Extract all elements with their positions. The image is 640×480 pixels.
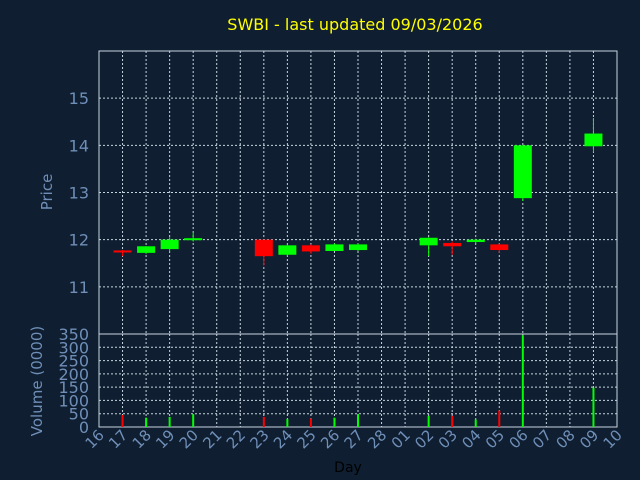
candle-body: [325, 244, 344, 251]
volume-tick-label: 300: [58, 338, 89, 357]
day-label: 03: [435, 426, 461, 452]
candle-body: [443, 242, 462, 247]
candle-body: [184, 238, 203, 241]
price-axis-label: Price: [38, 174, 56, 211]
day-label: 27: [341, 426, 367, 452]
volume-bars: [121, 335, 595, 427]
candle-body: [160, 239, 179, 250]
volume-bar: [168, 416, 171, 427]
day-label: 17: [105, 426, 131, 452]
volume-grid: [99, 334, 617, 427]
day-label: 19: [152, 426, 178, 452]
day-label: 04: [458, 426, 484, 452]
candle-body: [113, 250, 132, 253]
day-label: 06: [505, 426, 531, 452]
volume-tick-label: 50: [69, 405, 89, 424]
chart-title: SWBI - last updated 09/03/2026: [227, 15, 482, 34]
day-label: 24: [270, 426, 296, 452]
volume-tick-label: 0: [79, 418, 89, 437]
day-label: 26: [317, 426, 343, 452]
volume-bar: [121, 415, 124, 427]
day-label: 07: [529, 426, 555, 452]
volume-bar: [474, 419, 477, 427]
price-y-ticks: 11 12 13 14 15: [69, 89, 89, 297]
volume-bar: [592, 387, 595, 427]
volume-tick-label: 200: [58, 365, 89, 384]
day-label: 22: [223, 426, 249, 452]
volume-bar: [145, 417, 148, 427]
price-tick-label: 14: [69, 136, 89, 155]
volume-bar: [498, 410, 501, 427]
day-label: 23: [246, 426, 272, 452]
candle-body: [466, 239, 485, 243]
day-label: 10: [600, 426, 626, 452]
price-tick-label: 15: [69, 89, 89, 108]
day-label: 20: [176, 426, 202, 452]
price-grid: [99, 51, 617, 334]
volume-tick-label: 100: [58, 391, 89, 410]
candle-body: [278, 245, 297, 255]
volume-bar: [262, 416, 265, 427]
price-tick-label: 11: [69, 278, 89, 297]
volume-bar: [286, 419, 289, 427]
price-tick-label: 13: [69, 184, 89, 203]
candles: [113, 117, 603, 266]
candle-body: [137, 246, 156, 253]
volume-axis-label: Volume (0000): [28, 326, 46, 436]
volume-bar: [192, 414, 195, 427]
candle-body: [419, 237, 438, 246]
day-label: 08: [553, 426, 579, 452]
day-label: 09: [576, 426, 602, 452]
volume-bar: [521, 335, 524, 427]
price-panel: 11 12 13 14 15: [69, 50, 618, 335]
x-day-labels: 1617181920212223242526272801020304050607…: [82, 426, 626, 452]
price-tick-label: 12: [69, 231, 89, 250]
day-label: 18: [129, 426, 155, 452]
candle-body: [584, 133, 603, 147]
candle-body: [254, 239, 273, 257]
day-label: 02: [411, 426, 437, 452]
volume-bar: [357, 414, 359, 427]
day-label: 28: [364, 426, 390, 452]
candle-body: [490, 244, 509, 251]
day-label: 25: [294, 426, 320, 452]
candle-body: [513, 145, 532, 199]
volume-tick-label: 350: [58, 325, 89, 344]
candle-body: [349, 244, 367, 251]
volume-bar: [451, 415, 454, 427]
volume-bar: [333, 417, 336, 427]
volume-bar: [309, 418, 312, 427]
day-label: 01: [388, 426, 414, 452]
day-label: 05: [482, 426, 508, 452]
day-label: 21: [199, 426, 225, 452]
x-axis-label: Day: [334, 460, 362, 476]
volume-tick-label: 250: [58, 352, 89, 371]
volume-tick-label: 150: [58, 378, 89, 397]
candle-body: [301, 245, 320, 252]
volume-bar: [427, 415, 430, 427]
